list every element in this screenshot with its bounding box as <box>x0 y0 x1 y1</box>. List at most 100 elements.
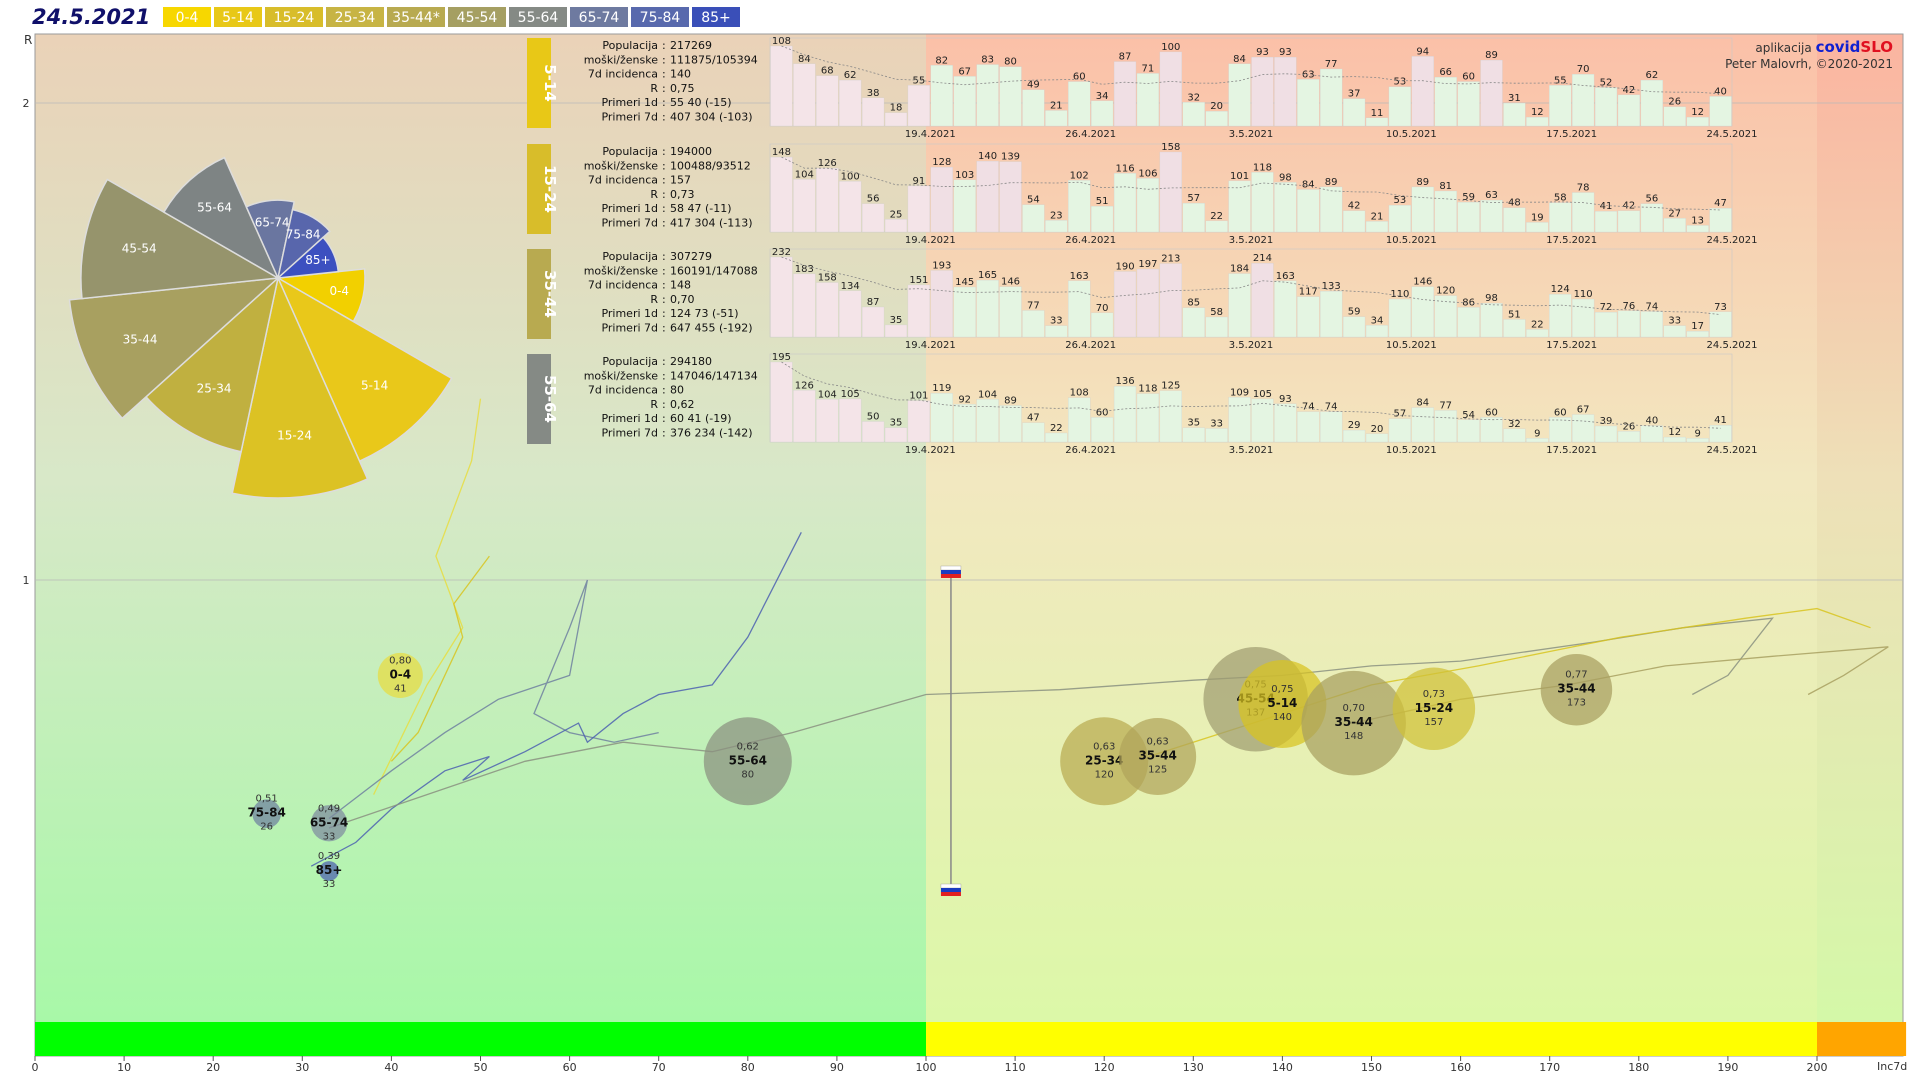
bubble-age-label: 55-64 <box>729 753 767 767</box>
info-key: moški/ženske <box>584 369 659 382</box>
bubble-age-label: 5-14 <box>1267 696 1297 710</box>
trail-0 <box>373 398 482 795</box>
mini-date-label: 17.5.2021 <box>1546 340 1597 351</box>
mini-bar <box>1526 329 1549 338</box>
mini-bar <box>999 161 1022 233</box>
info-value: 194000 <box>670 145 712 158</box>
y-tick-label: 1 <box>23 574 30 587</box>
legend-label: 25-34 <box>335 10 376 26</box>
bubble-circle <box>703 717 792 806</box>
zone-bar-2 <box>1817 1022 1907 1056</box>
info-colon: : <box>662 159 666 172</box>
mini-bar-value: 19 <box>1531 212 1544 223</box>
mini-bar-value: 60 <box>1485 407 1498 418</box>
mini-bar <box>953 404 976 443</box>
info-key: 7d incidenca <box>588 68 658 81</box>
mini-bar-value: 105 <box>841 389 860 400</box>
mini-bar-value: 103 <box>955 170 974 181</box>
bubble-r-label: 0,51 <box>256 794 278 805</box>
legend-label: 0-4 <box>176 10 199 26</box>
mini-plot-frame <box>769 143 1733 233</box>
mini-bar <box>816 168 839 233</box>
mini-bar-value: 17 <box>1691 321 1704 332</box>
mini-bar <box>1320 186 1343 233</box>
mini-tag-label: 55-64 <box>541 375 559 423</box>
mini-bar <box>1113 271 1137 338</box>
mini-bar-value: 34 <box>1371 315 1384 326</box>
legend-swatch <box>631 7 689 27</box>
mini-bar <box>1022 310 1045 338</box>
mini-bar <box>1113 386 1137 443</box>
mini-bar-value: 85 <box>1187 298 1200 309</box>
mini-bar-value: 31 <box>1508 93 1521 104</box>
mini-bar-value: 33 <box>1668 316 1681 327</box>
pie-slice-label: 55-64 <box>197 201 232 215</box>
mini-bar-value: 105 <box>1253 389 1272 400</box>
legend-label: 75-84 <box>640 10 681 26</box>
bubble-r-label: 0,73 <box>1423 689 1445 700</box>
mini-date-label: 3.5.2021 <box>1229 129 1274 140</box>
mini-date-label: 26.4.2021 <box>1065 445 1116 456</box>
mini-bar <box>1526 116 1549 127</box>
mini-trend-line <box>781 256 1721 315</box>
x-tick-label: 30 <box>295 1061 309 1074</box>
mini-bar <box>1205 111 1228 127</box>
mini-bar <box>1045 110 1068 127</box>
mini-bar <box>1274 56 1297 127</box>
mini-date-label: 17.5.2021 <box>1546 129 1597 140</box>
mini-bar <box>1617 210 1641 233</box>
mini-bar-value: 100 <box>1161 42 1180 53</box>
mini-bar-value: 60 <box>1462 72 1475 83</box>
mini-bar-value: 78 <box>1577 183 1590 194</box>
mini-bar-value: 59 <box>1348 307 1361 318</box>
mini-bar <box>1572 298 1595 338</box>
mini-bar <box>1549 202 1572 233</box>
mini-bar-value: 54 <box>1027 195 1040 206</box>
mini-bar-value: 40 <box>1645 416 1658 427</box>
mini-chart-35-44: 35-44Populacija:307279moški/ženske:16019… <box>527 247 1757 351</box>
legend-label: 65-74 <box>579 10 620 26</box>
mini-bar-value: 93 <box>1256 47 1269 58</box>
mini-bar-value: 77 <box>1027 300 1040 311</box>
mini-bar-value: 193 <box>932 260 951 271</box>
bubble-0-4[interactable]: 0,800-4 41 <box>377 652 423 698</box>
info-value: 111875/105394 <box>670 53 758 66</box>
zone-bars <box>35 1022 1907 1056</box>
mini-bar <box>1411 286 1434 338</box>
mini-bar <box>770 45 793 127</box>
mini-bar <box>999 405 1022 443</box>
legend-label: 85+ <box>701 10 731 26</box>
mini-charts: 5-14Populacija:217269moški/ženske:111875… <box>527 36 1757 456</box>
mini-bar <box>976 64 999 127</box>
info-colon: : <box>662 68 666 81</box>
mini-bar-value: 117 <box>1299 287 1318 298</box>
mini-bar-value: 110 <box>1390 289 1409 300</box>
mini-bar <box>1388 205 1411 233</box>
info-key: moški/ženske <box>584 159 659 172</box>
mini-bar-value: 12 <box>1691 107 1704 118</box>
mini-bar-value: 146 <box>1001 277 1020 288</box>
mini-trend-line <box>781 156 1721 211</box>
mini-bar <box>976 279 999 338</box>
bubble-inc-label: 120 <box>1095 769 1114 780</box>
y-axis-label: R <box>24 33 32 47</box>
pie-slice-label: 65-74 <box>255 215 290 229</box>
mini-date-label: 10.5.2021 <box>1386 445 1437 456</box>
info-value: 58 47 (-11) <box>670 202 732 215</box>
mini-bar-value: 62 <box>1645 70 1658 81</box>
info-value: 124 73 (-51) <box>670 307 739 320</box>
legend-swatch <box>448 7 506 27</box>
mini-bar <box>1045 325 1068 338</box>
mini-bar <box>1342 316 1366 338</box>
info-key: Primeri 7d <box>601 322 658 335</box>
bubble-age-label: 35-44 <box>1138 748 1176 762</box>
y-axis-ticks: 12 <box>23 97 30 587</box>
